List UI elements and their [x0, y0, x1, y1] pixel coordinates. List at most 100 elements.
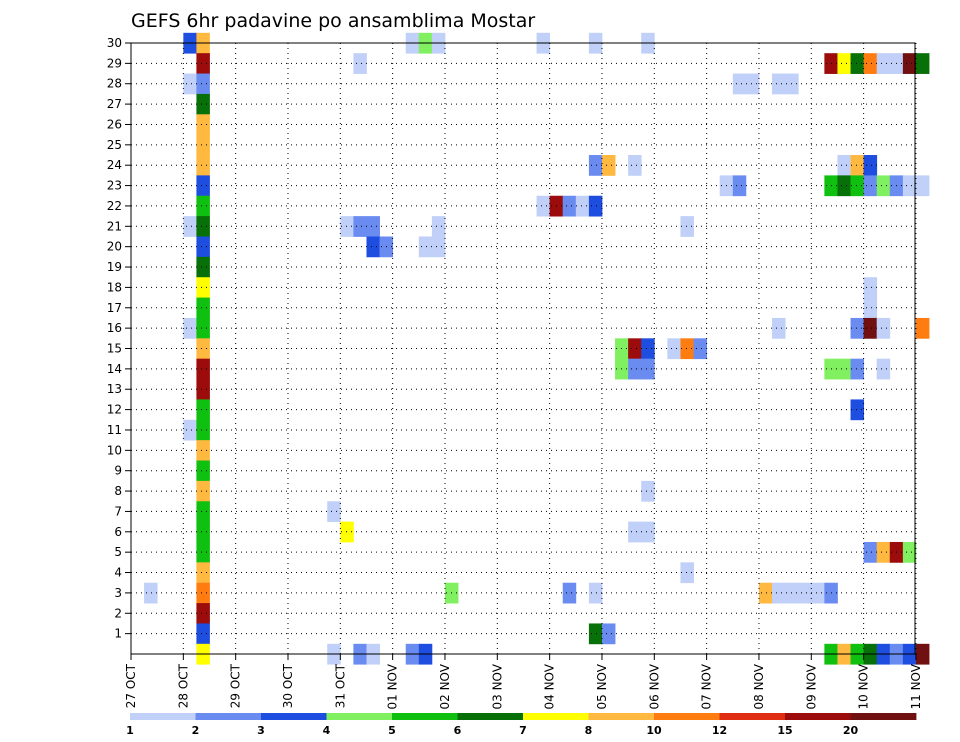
y-tick-label: 4 [114, 566, 122, 580]
heatmap-cell [366, 216, 380, 237]
colorbar-label: 5 [388, 724, 396, 737]
colorbar-swatch [457, 713, 524, 720]
cells-layer [144, 32, 930, 665]
y-axis: 1234567891011121314151617181920212223242… [107, 36, 131, 641]
x-tick-label: 11 NOV [909, 663, 923, 709]
heatmap-cell [196, 256, 210, 278]
heatmap-cell [850, 317, 865, 339]
heatmap-cell [144, 582, 158, 604]
heatmap-cell [353, 216, 367, 237]
colorbar: 1 2 3 4 5 6 7 8 10 12 15 20 [126, 713, 917, 737]
y-tick-label: 23 [107, 179, 122, 193]
heatmap-cell [628, 155, 642, 176]
heatmap-cell [811, 582, 825, 604]
heatmap-cell [837, 53, 851, 74]
colorbar-swatch [785, 713, 851, 720]
heatmap-cell [798, 582, 812, 604]
heatmap-cell [418, 236, 433, 258]
colorbar-label: 3 [257, 724, 265, 737]
colorbar-swatch [654, 713, 720, 720]
heatmap-cell [863, 297, 878, 319]
heatmap-cell [196, 216, 210, 237]
heatmap-cell [850, 399, 865, 421]
x-tick-label: 01 NOV [386, 663, 400, 709]
y-tick-label: 22 [107, 199, 122, 213]
heatmap-cell [196, 236, 210, 258]
x-tick-label: 10 NOV [857, 663, 871, 709]
heatmap-cell [196, 114, 210, 136]
heatmap-cell [876, 53, 891, 74]
colorbar-swatch [392, 713, 458, 720]
heatmap-cell [588, 195, 603, 217]
y-tick-label: 18 [107, 280, 122, 294]
heatmap-cell [680, 562, 694, 584]
heatmap-cell [340, 521, 354, 543]
y-tick-label: 2 [114, 606, 122, 620]
heatmap-cell [758, 582, 773, 604]
colorbar-swatch [261, 713, 327, 720]
heatmap-cell [876, 175, 891, 197]
heatmap-cell [183, 216, 197, 237]
colorbar-label: 10 [646, 724, 662, 737]
x-tick-label: 29 OCT [229, 663, 243, 708]
heatmap-cell [850, 53, 865, 74]
colorbar-swatch [195, 713, 262, 720]
heatmap-cell [196, 562, 210, 584]
y-tick-label: 27 [107, 97, 122, 111]
heatmap-cell [680, 338, 694, 360]
y-tick-label: 19 [107, 260, 122, 274]
heatmap-cell [863, 317, 878, 339]
y-tick-label: 5 [114, 545, 122, 559]
heatmap-cell [196, 195, 210, 217]
heatmap-cell [196, 440, 210, 461]
colorbar-swatch [588, 713, 655, 720]
heatmap-cell [667, 338, 681, 360]
y-tick-label: 16 [107, 321, 122, 335]
y-tick-label: 24 [107, 158, 122, 172]
colorbar-label: 8 [585, 724, 593, 737]
colorbar-swatch [523, 713, 589, 720]
heatmap-cell [340, 216, 354, 237]
x-tick-label: 30 OCT [281, 663, 295, 708]
heatmap-cell [772, 73, 786, 95]
x-axis: 27 OCT 28 OCT 29 OCT 30 OCT 31 OCT 01 NOV 02 N… [124, 654, 923, 710]
heatmap-cell [876, 541, 891, 563]
heatmap-cell [641, 480, 655, 502]
colorbar-label: 1 [126, 724, 134, 737]
y-tick-label: 7 [114, 504, 122, 518]
heatmap-cell [196, 93, 210, 115]
heatmap-cell [601, 623, 616, 645]
colorbar-label: 20 [843, 724, 859, 737]
heatmap-cell [588, 155, 603, 176]
heatmap-cell [196, 521, 210, 543]
heatmap-cell [837, 358, 851, 380]
heatmap-cell [196, 53, 210, 74]
heatmap-cell [196, 582, 210, 604]
y-tick-label: 28 [107, 77, 122, 91]
colorbar-label: 15 [777, 724, 792, 737]
heatmap-cell [196, 399, 210, 421]
heatmap-cell [772, 317, 786, 339]
colorbar-label: 4 [323, 724, 331, 737]
heatmap-cell [680, 216, 694, 237]
heatmap-cell [915, 643, 930, 665]
heatmap-cell [196, 358, 210, 380]
colorbar-label: 12 [712, 724, 727, 737]
y-tick-label: 14 [107, 362, 122, 376]
heatmap-cell [732, 73, 747, 95]
heatmap-cell [915, 317, 930, 339]
y-tick-label: 11 [107, 423, 122, 437]
colorbar-swatch [130, 713, 196, 720]
plot-frame [130, 42, 916, 655]
y-tick-label: 30 [107, 36, 122, 50]
heatmap-cell [196, 460, 210, 482]
heatmap-cell [641, 358, 655, 380]
heatmap-cell [863, 541, 878, 563]
heatmap-cell [876, 358, 891, 380]
heatmap-cell [183, 419, 197, 441]
y-tick-label: 17 [107, 301, 122, 315]
heatmap-cell [431, 216, 446, 237]
heatmap-cell [327, 501, 341, 523]
heatmap-cell [588, 623, 603, 645]
x-tick-label: 07 NOV [700, 663, 714, 709]
